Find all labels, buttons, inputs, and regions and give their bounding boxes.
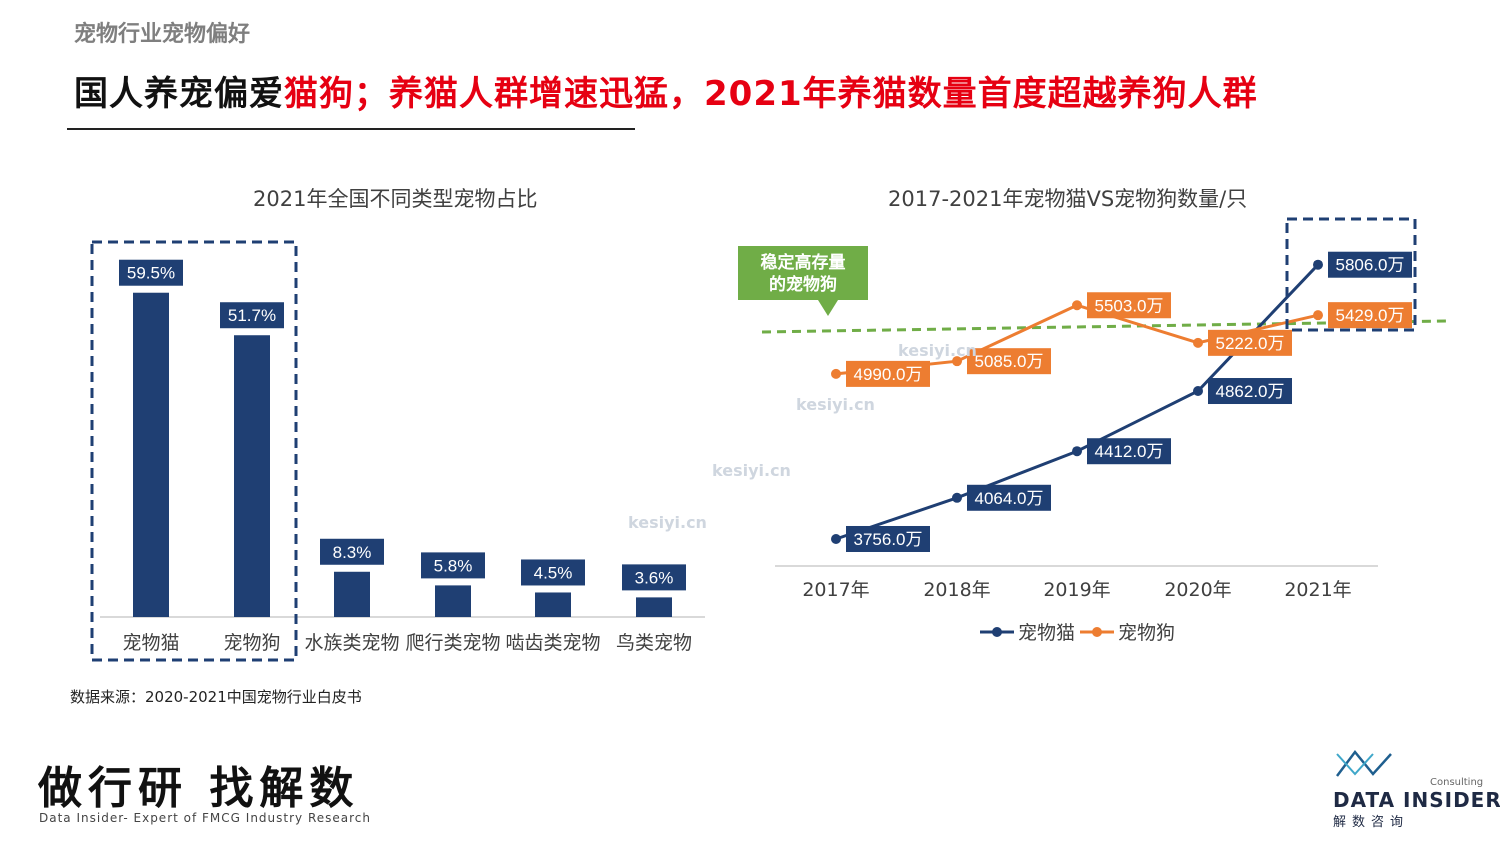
slogan: 做行研 找解数: [38, 763, 360, 814]
series-0-point-1: [952, 492, 962, 503]
series-0-value-label-4: 5806.0万: [1336, 256, 1405, 275]
series-1-value-label-0-bg: [846, 360, 930, 387]
line-category-label-4: 2021年: [1284, 579, 1351, 601]
bar-4: [535, 592, 571, 617]
bar-value-label-4-bg: [521, 559, 585, 586]
series-1-value-label-3: 5222.0万: [1216, 334, 1285, 353]
legend-marker-1: [1092, 627, 1102, 637]
series-1-value-label-4: 5429.0万: [1336, 306, 1405, 325]
bar-category-label-3: 爬行类宠物: [405, 632, 500, 654]
series-0-value-label-3: 4862.0万: [1216, 382, 1285, 401]
headline: 国人养宠偏爱猫狗；养猫人群增速迅猛，2021年养猫数量首度超越养狗人群: [74, 66, 1258, 115]
callout-bubble: [738, 246, 868, 316]
bar-value-label-0-bg: [119, 259, 183, 286]
bar-value-label-3: 5.8%: [434, 556, 473, 575]
bar-category-label-2: 水族类宠物: [304, 632, 399, 654]
bar-value-label-4: 4.5%: [534, 563, 573, 582]
bar-value-label-0: 59.5%: [127, 264, 175, 283]
series-0-point-0: [831, 533, 841, 544]
series-1-point-3: [1193, 337, 1203, 348]
highlight-box-cat-dog: [90, 240, 298, 662]
brand-name-en: DATA INSIDER: [1333, 788, 1500, 812]
series-1-point-0: [831, 368, 841, 379]
bar-3: [435, 585, 471, 617]
line-category-label-2: 2019年: [1043, 579, 1110, 601]
headline-part-3: 养猫人群增速迅猛，2021年养猫数量首度超越养狗人群: [389, 74, 1258, 114]
headline-part-1: 国人养宠偏爱: [74, 74, 284, 114]
bar-value-label-3-bg: [421, 552, 485, 579]
callout-text-line-0: 稳定高存量: [761, 252, 846, 273]
line-category-label-1: 2018年: [923, 579, 990, 601]
line-category-label-0: 2017年: [802, 579, 869, 601]
series-1-point-2: [1072, 300, 1082, 311]
bar-1: [234, 335, 270, 617]
legend-label-0: 宠物猫: [1018, 622, 1075, 644]
series-0-value-label-2: 4412.0万: [1095, 442, 1164, 461]
legend-marker-0: [992, 627, 1002, 637]
bar-2: [334, 571, 370, 617]
series-1-point-4: [1313, 310, 1323, 321]
callout-text-line-1: 的宠物狗: [769, 274, 837, 295]
series-1-value-label-2: 5503.0万: [1095, 296, 1164, 315]
series-0-value-label-3-bg: [1208, 378, 1292, 405]
series-0-value-label-0: 3756.0万: [854, 530, 923, 549]
data-source: 数据来源：2020-2021中国宠物行业白皮书: [70, 688, 362, 706]
headline-part-2: 猫狗: [284, 74, 354, 114]
bar-category-label-1: 宠物狗: [223, 632, 280, 654]
line-chart-title: 2017-2021年宠物猫VS宠物狗数量/只: [888, 187, 1248, 211]
series-1-value-label-1: 5085.0万: [975, 352, 1044, 371]
series-0-value-label-2-bg: [1087, 438, 1171, 465]
brand-consulting: Consulting: [1430, 777, 1484, 788]
bar-value-label-5: 3.6%: [635, 568, 674, 587]
watermark-3: kesiyi.cn: [898, 341, 977, 360]
bar-value-label-2: 8.3%: [333, 543, 372, 562]
series-0-value-label-4-bg: [1328, 251, 1412, 278]
bar-5: [636, 597, 672, 617]
series-1-value-label-0: 4990.0万: [854, 365, 923, 384]
watermark-0: kesiyi.cn: [796, 395, 875, 414]
bar-chart-title: 2021年全国不同类型宠物占比: [253, 187, 538, 211]
bar-value-label-2-bg: [320, 538, 384, 565]
watermark-2: kesiyi.cn: [628, 513, 707, 532]
series-1-value-label-2-bg: [1087, 292, 1171, 319]
bar-value-label-5-bg: [622, 564, 686, 591]
series-1-value-label-1-bg: [967, 348, 1051, 375]
bar-category-label-5: 鸟类宠物: [616, 632, 692, 654]
bar-value-label-1: 51.7%: [228, 306, 276, 325]
slogan-subtitle: Data Insider- Expert of FMCG Industry Re…: [39, 811, 371, 825]
series-1-point-1: [952, 356, 962, 367]
series-1-value-label-3-bg: [1208, 329, 1292, 356]
series-0-value-label-0-bg: [846, 525, 930, 552]
series-0-value-label-1: 4064.0万: [975, 489, 1044, 508]
legend-label-1: 宠物狗: [1118, 622, 1175, 644]
series-0-point-2: [1072, 446, 1082, 457]
highlight-box-2021: [1285, 217, 1417, 332]
bar-value-label-1-bg: [220, 302, 284, 329]
brand-name-cn: 解数咨询: [1333, 815, 1410, 830]
watermark-1: kesiyi.cn: [712, 461, 791, 480]
series-1-value-label-4-bg: [1328, 302, 1412, 329]
data-insider-logo-icon: [1336, 749, 1392, 777]
bar-category-label-0: 宠物猫: [122, 632, 179, 654]
headline-underline: [67, 128, 635, 130]
series-0-value-label-1-bg: [967, 484, 1051, 511]
headline-separator: ；: [354, 74, 389, 114]
series-0-point-3: [1193, 386, 1203, 397]
line-category-label-3: 2020年: [1164, 579, 1231, 601]
series-0-point-4: [1313, 259, 1323, 270]
bar-0: [133, 292, 169, 617]
bar-category-label-4: 啮齿类宠物: [505, 632, 600, 654]
section-category: 宠物行业宠物偏好: [74, 22, 251, 47]
